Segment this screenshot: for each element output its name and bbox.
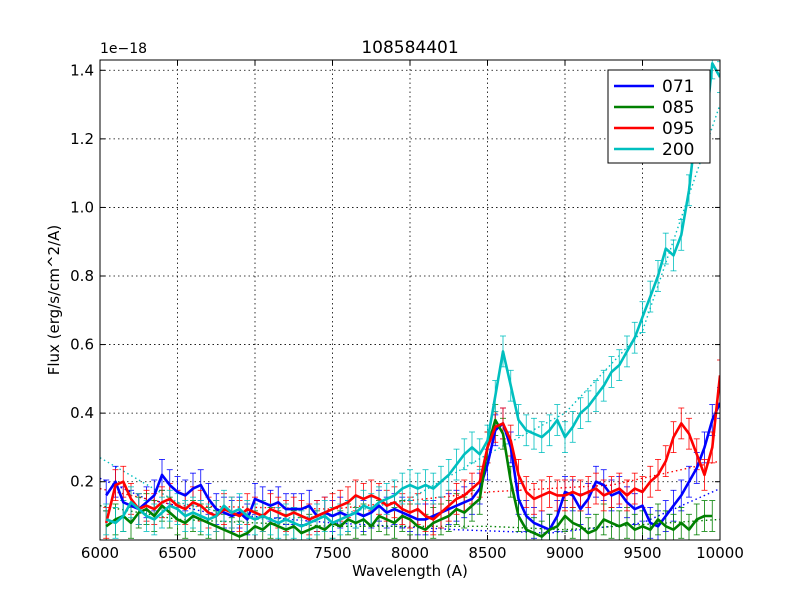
y-tick-label: 1.4 [70, 61, 94, 79]
x-axis-label: Wavelength (A) [352, 562, 468, 580]
series-line-200 [105, 62, 720, 528]
x-tick-label: 6000 [81, 544, 119, 562]
chart-title: 108584401 [361, 38, 458, 58]
y-tick-label: 0.6 [70, 336, 94, 354]
series-lines [104, 62, 720, 538]
x-tick-label: 6500 [158, 544, 196, 562]
x-tick-label: 8500 [468, 544, 506, 562]
series-line-095 [104, 375, 720, 524]
x-tick-label: 8000 [391, 544, 429, 562]
y-tick-label: 1.0 [70, 198, 94, 216]
series-line-071 [105, 402, 720, 532]
y-tick-label: 0.2 [70, 473, 94, 491]
y-tick-label: 0.4 [70, 404, 94, 422]
axis-ticks: 6000 6500 7000 7500 8000 8500 9000 9500 10000 0.2… [70, 60, 744, 562]
x-tick-label: 9000 [546, 544, 584, 562]
legend-label-095: 095 [662, 119, 694, 139]
legend-label-200: 200 [662, 140, 694, 160]
grid [100, 60, 720, 540]
x-tick-label: 10000 [696, 544, 744, 562]
y-axis-label: Flux (erg/s/cm^2/A) [45, 225, 63, 376]
x-tick-label: 7000 [236, 544, 274, 562]
x-tick-label: 7500 [313, 544, 351, 562]
y-tick-label: 1.2 [70, 130, 94, 148]
x-tick-label: 9500 [623, 544, 661, 562]
legend-label-085: 085 [662, 98, 694, 118]
legend-label-071: 071 [662, 77, 694, 97]
series-line-085 [105, 418, 713, 538]
offset-text: 1e−18 [100, 41, 147, 57]
y-tick-label: 0.8 [70, 267, 94, 285]
